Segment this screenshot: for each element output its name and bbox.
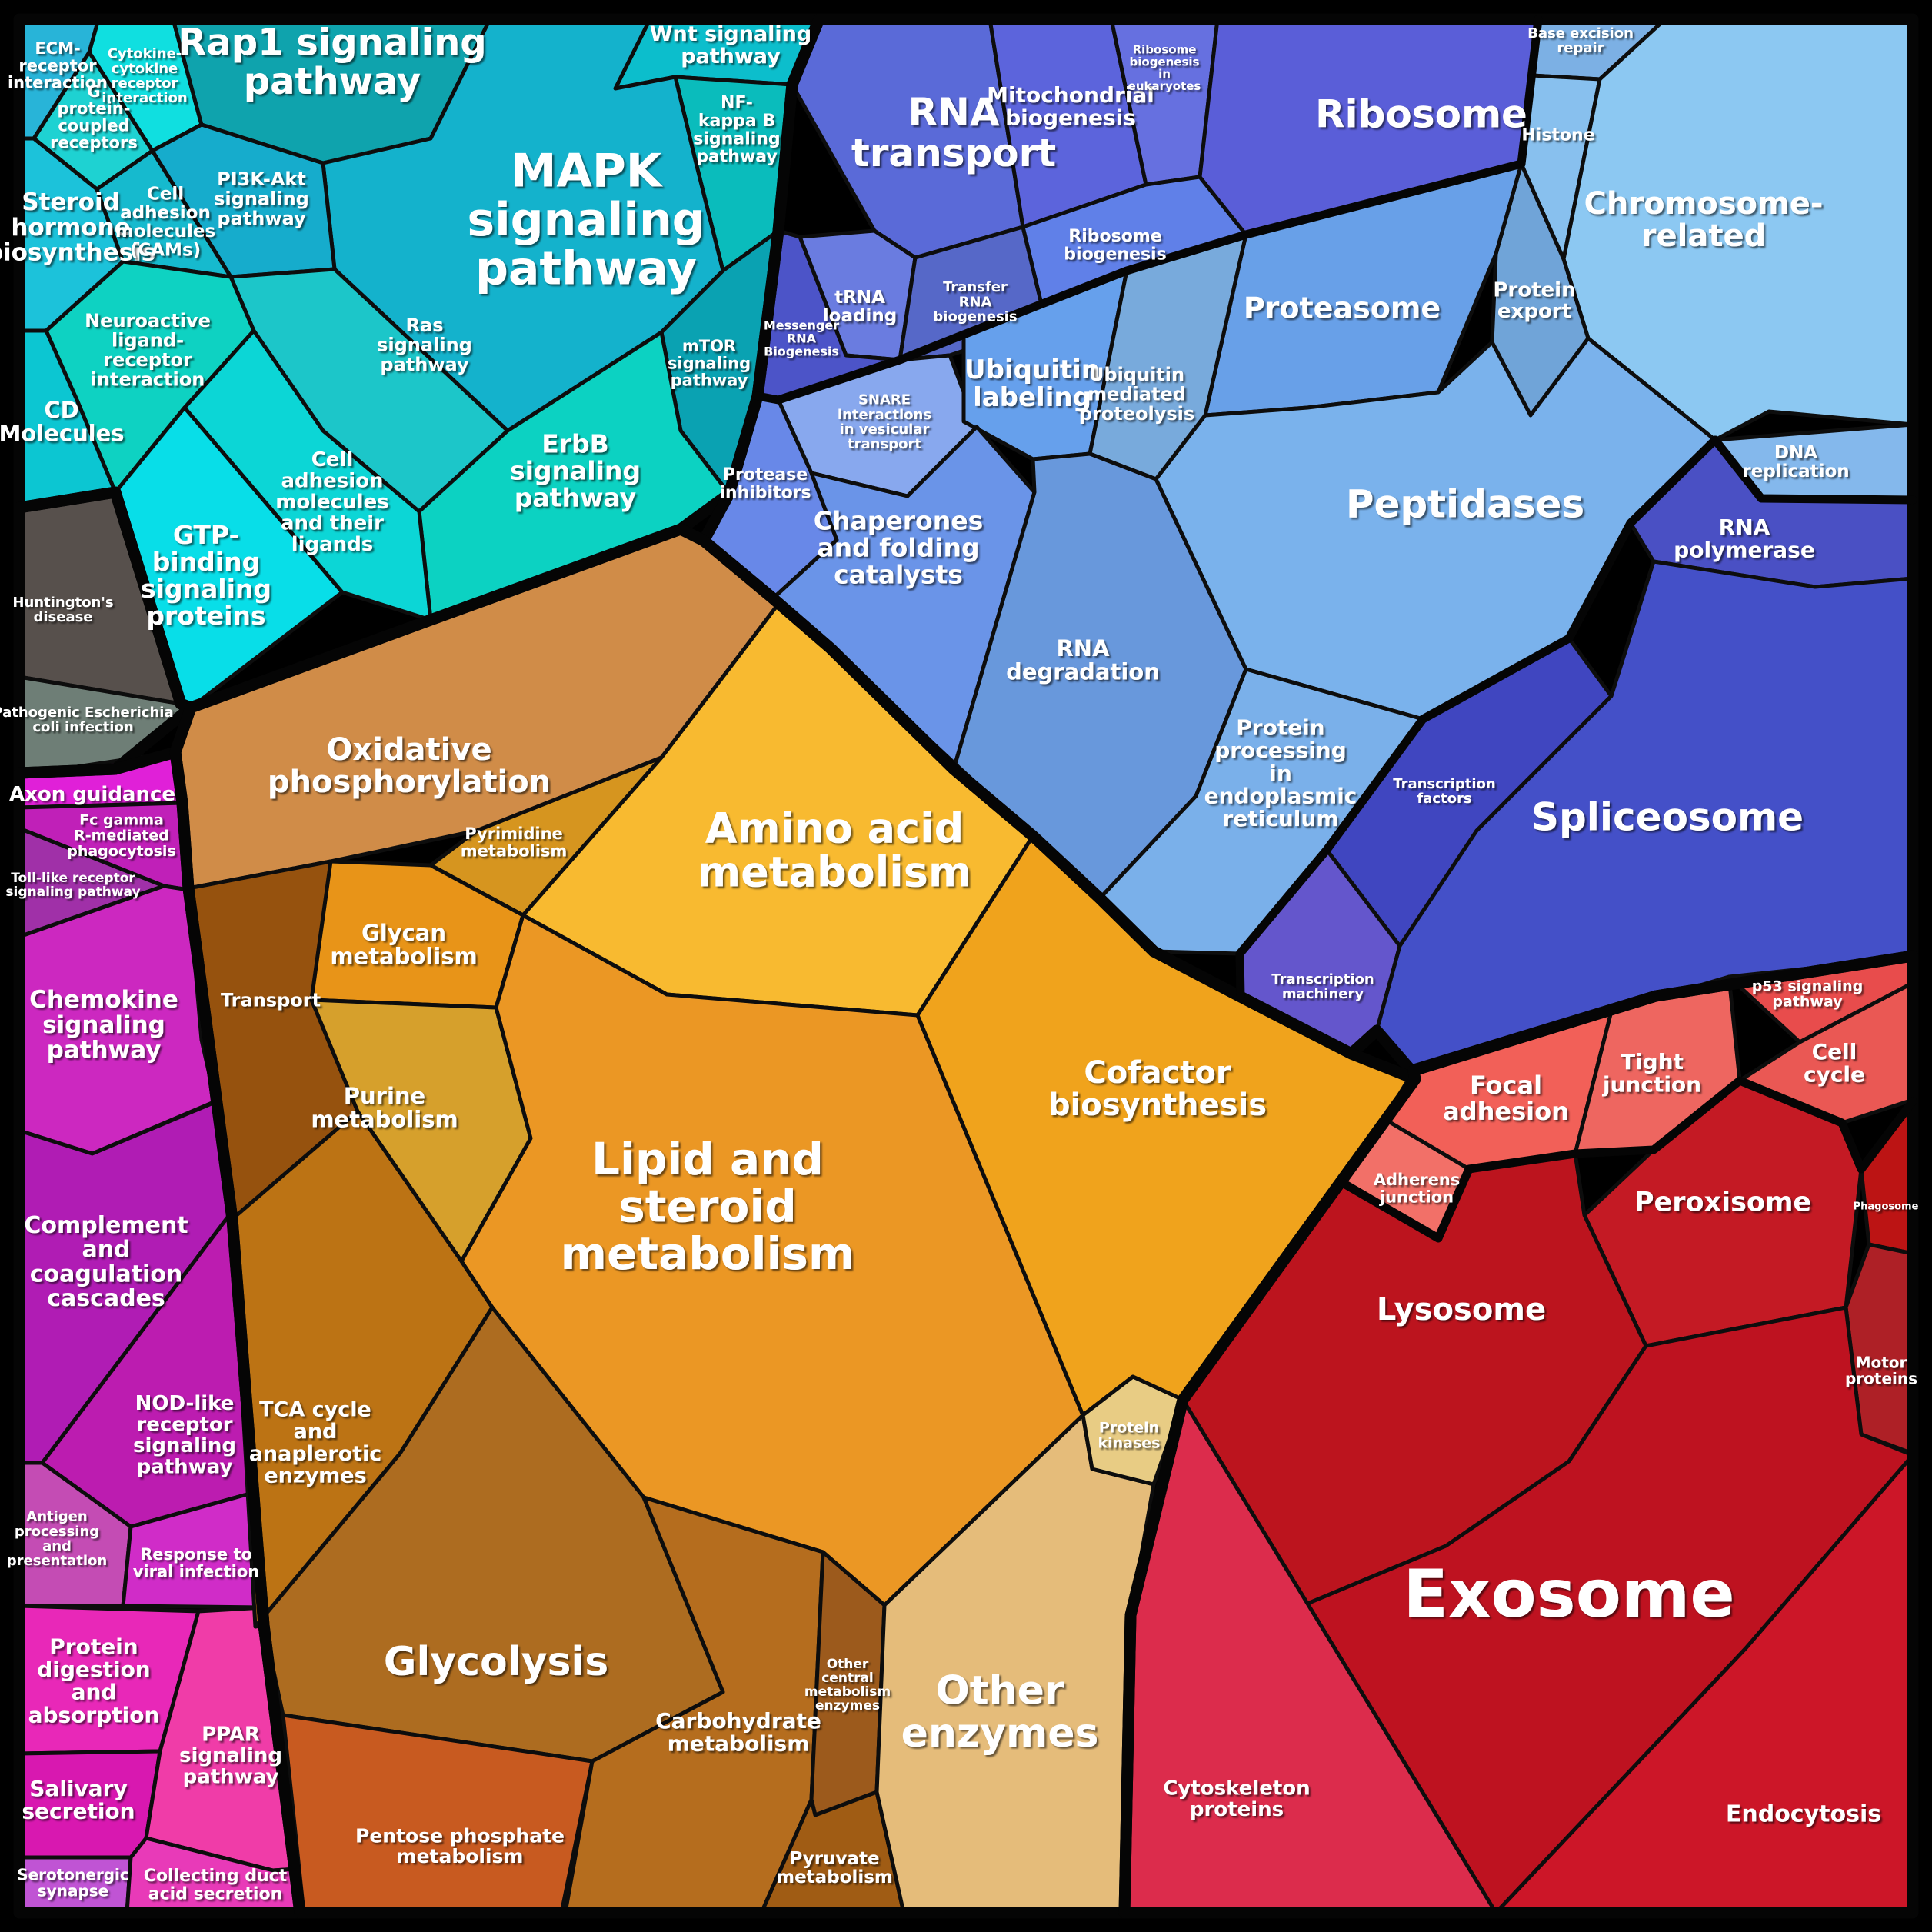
border-blue-light-vs-dark-1 xyxy=(1235,435,1720,1001)
group-outline-cellular xyxy=(1118,950,1919,1919)
cells-layer xyxy=(17,17,1915,1915)
border-red-salmon-vs-dark xyxy=(1337,1076,1917,1243)
border-blue-violet-vs-light xyxy=(753,15,1543,405)
group-outline-metabolism xyxy=(169,523,1421,1919)
cell-cell-cycle[interactable] xyxy=(1737,981,1915,1125)
cell-salivary-secretion[interactable] xyxy=(17,1749,162,1860)
cell-serotonergic-synapse[interactable] xyxy=(17,1855,133,1915)
border-blue-light-vs-dark-2 xyxy=(1710,435,1917,505)
borders-layer xyxy=(13,13,1919,1919)
